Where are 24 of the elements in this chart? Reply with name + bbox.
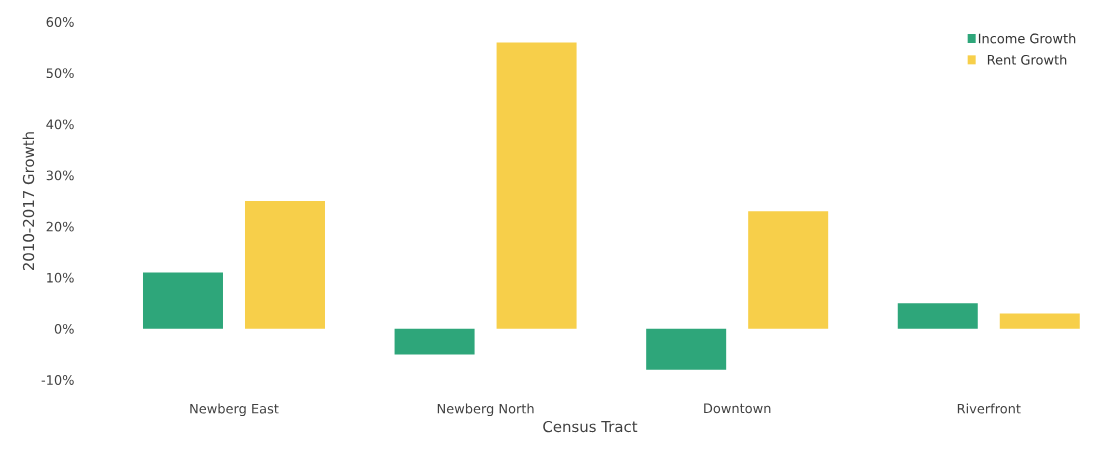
bar <box>646 328 727 370</box>
bar <box>897 303 978 329</box>
bar <box>394 328 475 355</box>
y-tick-label: 30% <box>46 170 74 181</box>
y-tick-label: 0% <box>54 323 74 334</box>
bar <box>244 201 325 329</box>
y-tick-label: 10% <box>47 272 74 283</box>
y-tick-label: 40% <box>46 119 74 130</box>
x-tick-label: Downtown <box>704 403 771 414</box>
bar <box>142 272 223 329</box>
x-axis-title: Census Tract <box>543 420 638 433</box>
bar <box>999 313 1080 329</box>
y-tick-label: 20% <box>46 221 74 232</box>
x-tick-label: Newberg North <box>437 403 534 417</box>
legend-label: Income Growth <box>978 33 1076 44</box>
y-tick-label: -10% <box>41 375 74 385</box>
legend-label: Rent Growth <box>987 54 1067 65</box>
y-tick-label: 60% <box>46 17 74 27</box>
y-axis-title: 2010-2017 Growth <box>22 132 35 271</box>
y-tick-label: 50% <box>46 68 74 79</box>
bar <box>496 42 577 329</box>
x-tick-label: Newberg East <box>190 403 279 417</box>
bar <box>748 211 829 329</box>
x-tick-label: Riverfront <box>957 403 1021 414</box>
